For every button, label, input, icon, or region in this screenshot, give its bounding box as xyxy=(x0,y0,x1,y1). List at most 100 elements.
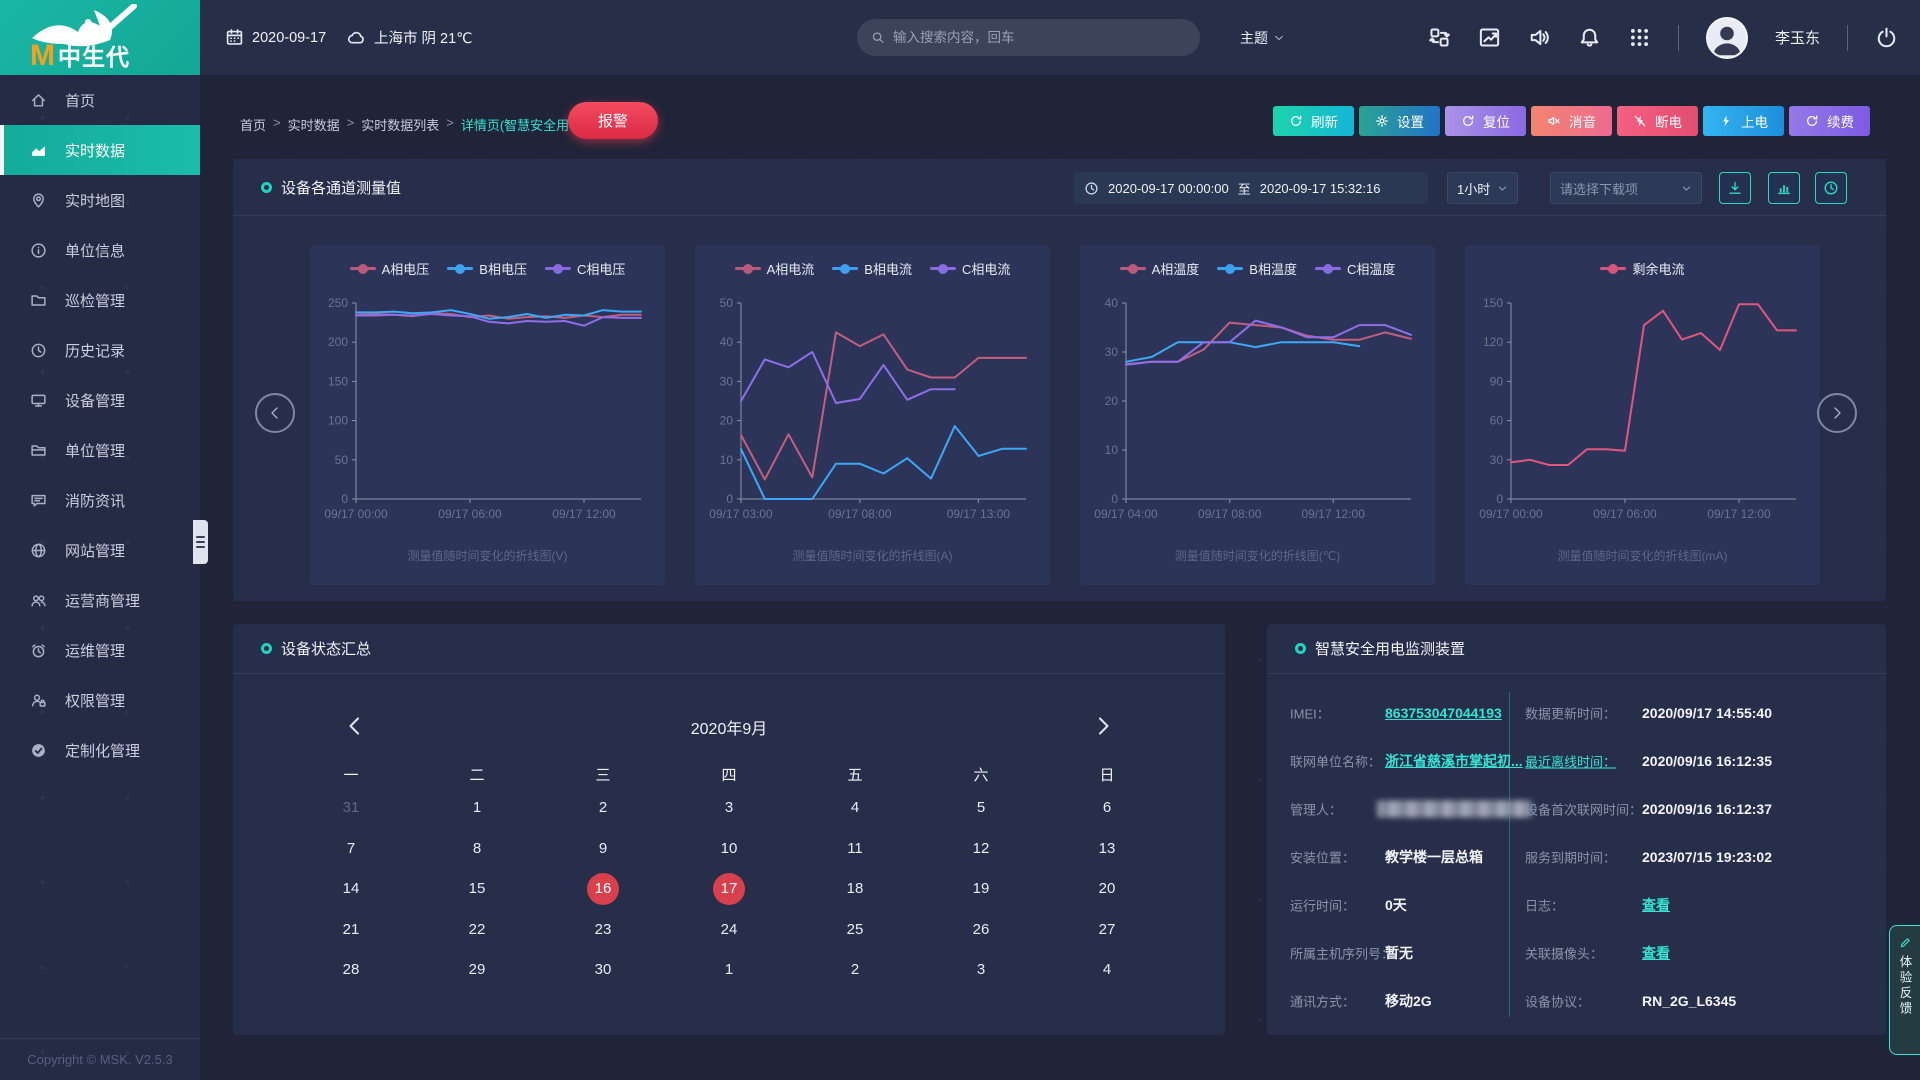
calendar-day-6[interactable]: 6 xyxy=(1044,792,1170,824)
speaker-icon[interactable] xyxy=(1528,26,1551,49)
sidebar-item-网站管理[interactable]: 网站管理 xyxy=(0,525,200,575)
avatar[interactable] xyxy=(1705,16,1748,59)
sidebar-item-单位信息[interactable]: 单位信息 xyxy=(0,225,200,275)
info-value[interactable]: 查看 xyxy=(1642,945,1670,961)
action-button-消音[interactable]: 消音 xyxy=(1531,106,1612,136)
action-button-设置[interactable]: 设置 xyxy=(1359,106,1440,136)
alarm-badge[interactable]: 报警 xyxy=(568,102,658,139)
calendar-day-24[interactable]: 24 xyxy=(666,914,792,946)
sidebar-item-运维管理[interactable]: 运维管理 xyxy=(0,625,200,675)
calendar-day-1[interactable]: 1 xyxy=(666,954,792,986)
calendar-day-30[interactable]: 30 xyxy=(540,954,666,986)
calendar-day-29[interactable]: 29 xyxy=(414,954,540,986)
calendar-day-1[interactable]: 1 xyxy=(414,792,540,824)
calendar-prev-button[interactable] xyxy=(343,714,367,738)
calendar-day-26[interactable]: 26 xyxy=(918,914,1044,946)
calendar-day-31[interactable]: 31 xyxy=(288,792,414,824)
sidebar-collapse-handle[interactable] xyxy=(193,520,208,564)
chart-view-button[interactable] xyxy=(1768,172,1800,204)
legend-item[interactable]: 剩余电流 xyxy=(1600,259,1685,278)
breadcrumb-item[interactable]: 首页 xyxy=(240,118,267,133)
sidebar-item-运营商管理[interactable]: 运营商管理 xyxy=(0,575,200,625)
calendar-day-18[interactable]: 18 xyxy=(792,873,918,905)
apps-grid-icon[interactable] xyxy=(1628,26,1651,49)
sidebar-item-权限管理[interactable]: 权限管理 xyxy=(0,675,200,725)
info-label[interactable]: 最近离线时间： xyxy=(1525,754,1617,770)
sidebar-item-消防资讯[interactable]: 消防资讯 xyxy=(0,475,200,525)
interval-select[interactable]: 1小时 xyxy=(1447,172,1518,204)
calendar-day-label: 2 xyxy=(598,799,608,816)
calendar-day-16[interactable]: 16 xyxy=(540,873,666,905)
calendar-day-3[interactable]: 3 xyxy=(666,792,792,824)
sidebar-item-设备管理[interactable]: 设备管理 xyxy=(0,375,200,425)
action-button-断电[interactable]: 断电 xyxy=(1617,106,1698,136)
info-value[interactable]: 863753047044193 xyxy=(1385,705,1502,721)
download-select[interactable]: 请选择下载项 xyxy=(1550,172,1702,204)
carousel-prev-button[interactable] xyxy=(255,393,295,433)
calendar-day-2[interactable]: 2 xyxy=(792,954,918,986)
action-button-续费[interactable]: 续费 xyxy=(1789,106,1870,136)
swap-icon[interactable] xyxy=(1428,26,1451,49)
sidebar-item-历史记录[interactable]: 历史记录 xyxy=(0,325,200,375)
calendar-day-10[interactable]: 10 xyxy=(666,833,792,865)
sidebar-item-巡检管理[interactable]: 巡检管理 xyxy=(0,275,200,325)
sidebar-item-实时数据[interactable]: 实时数据 xyxy=(0,125,200,175)
breadcrumb-item[interactable]: 实时数据 xyxy=(287,118,340,133)
legend-item[interactable]: A相电流 xyxy=(734,259,814,278)
search-box[interactable] xyxy=(857,19,1200,56)
sidebar-item-定制化管理[interactable]: 定制化管理 xyxy=(0,725,200,775)
legend-item[interactable]: C相电压 xyxy=(544,259,625,278)
action-button-刷新[interactable]: 刷新 xyxy=(1273,106,1354,136)
legend-item[interactable]: B相温度 xyxy=(1217,259,1297,278)
bell-icon[interactable] xyxy=(1578,26,1601,49)
calendar-day-2[interactable]: 2 xyxy=(540,792,666,824)
calendar-day-22[interactable]: 22 xyxy=(414,914,540,946)
sidebar-item-首页[interactable]: 首页 xyxy=(0,75,200,125)
calendar-day-label: 21 xyxy=(342,920,360,938)
calendar-day-12[interactable]: 12 xyxy=(918,833,1044,865)
calendar-day-15[interactable]: 15 xyxy=(414,873,540,905)
info-value[interactable]: 浙江省慈溪市掌起初... xyxy=(1385,753,1523,769)
legend-item[interactable]: C相温度 xyxy=(1314,259,1395,278)
calendar-day-14[interactable]: 14 xyxy=(288,873,414,905)
carousel-next-button[interactable] xyxy=(1817,393,1857,433)
calendar-day-27[interactable]: 27 xyxy=(1044,914,1170,946)
sidebar-item-单位管理[interactable]: 单位管理 xyxy=(0,425,200,475)
user-name[interactable]: 李玉东 xyxy=(1774,30,1820,47)
download-button[interactable] xyxy=(1719,172,1751,204)
calendar-day-17[interactable]: 17 xyxy=(666,873,792,905)
power-icon[interactable] xyxy=(1875,26,1898,49)
sidebar-item-实时地图[interactable]: 实时地图 xyxy=(0,175,200,225)
calendar-day-5[interactable]: 5 xyxy=(918,792,1044,824)
calendar-day-19[interactable]: 19 xyxy=(918,873,1044,905)
calendar-day-4[interactable]: 4 xyxy=(792,792,918,824)
calendar-day-13[interactable]: 13 xyxy=(1044,833,1170,865)
time-range-picker[interactable]: 2020-09-17 00:00:00 至 2020-09-17 15:32:1… xyxy=(1074,172,1428,204)
calendar-day-23[interactable]: 23 xyxy=(540,914,666,946)
legend-item[interactable]: B相电压 xyxy=(447,259,527,278)
calendar-day-25[interactable]: 25 xyxy=(792,914,918,946)
calendar-day-4[interactable]: 4 xyxy=(1044,954,1170,986)
calendar-day-7[interactable]: 7 xyxy=(288,833,414,865)
calendar-day-28[interactable]: 28 xyxy=(288,954,414,986)
calendar-day-20[interactable]: 20 xyxy=(1044,873,1170,905)
calendar-day-11[interactable]: 11 xyxy=(792,833,918,865)
feedback-tab[interactable]: 体验反馈 xyxy=(1889,925,1920,1055)
calendar-next-button[interactable] xyxy=(1091,714,1115,738)
calendar-day-9[interactable]: 9 xyxy=(540,833,666,865)
trend-chart-icon[interactable] xyxy=(1478,26,1501,49)
info-value[interactable]: 查看 xyxy=(1642,897,1670,913)
legend-item[interactable]: A相温度 xyxy=(1119,259,1199,278)
history-button[interactable] xyxy=(1815,172,1847,204)
legend-item[interactable]: B相电流 xyxy=(832,259,912,278)
legend-item[interactable]: C相电流 xyxy=(929,259,1010,278)
action-button-复位[interactable]: 复位 xyxy=(1445,106,1526,136)
calendar-day-21[interactable]: 21 xyxy=(288,914,414,946)
legend-item[interactable]: A相电压 xyxy=(349,259,429,278)
theme-selector[interactable]: 主题 xyxy=(1240,0,1285,75)
search-input[interactable] xyxy=(892,30,1186,45)
breadcrumb-item[interactable]: 实时数据列表 xyxy=(361,118,440,133)
calendar-day-8[interactable]: 8 xyxy=(414,833,540,865)
action-button-上电[interactable]: 上电 xyxy=(1703,106,1784,136)
calendar-day-3[interactable]: 3 xyxy=(918,954,1044,986)
